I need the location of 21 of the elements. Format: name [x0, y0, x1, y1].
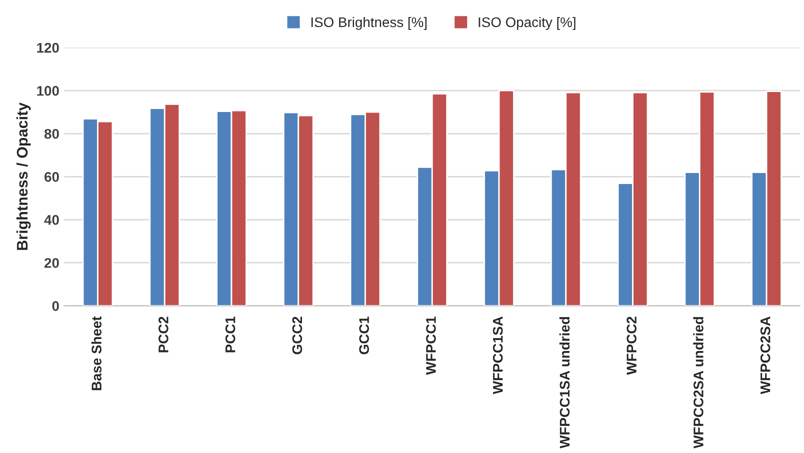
- y-tick-label: 100: [37, 86, 59, 96]
- y-tick-label: 80: [44, 128, 59, 139]
- y-tick-label: 40: [44, 215, 59, 225]
- legend-label: ISO Brightness [%]: [311, 16, 427, 30]
- y-tick-label: 120: [37, 42, 59, 53]
- x-tick-label: WFPCC1SA undried: [559, 317, 570, 448]
- x-tick-label: GCC2: [292, 316, 302, 354]
- x-tick-label: PCC1: [225, 316, 236, 352]
- x-tick-label: WFPCC2SA: [760, 316, 770, 394]
- x-tick-label: Base Sheet: [91, 316, 102, 390]
- y-tick-label: 20: [44, 258, 59, 268]
- legend-label: ISO Opacity [%]: [478, 16, 576, 30]
- x-tick-label: WFPCC1: [426, 316, 436, 375]
- x-tick-label: GCC1: [359, 316, 369, 354]
- x-tick-label: PCC2: [158, 316, 168, 352]
- y-tick-label: 60: [44, 172, 59, 182]
- x-tick-label: WFPCC2: [626, 316, 637, 375]
- y-axis-title: Brightness / Opacity: [16, 102, 31, 250]
- x-tick-label: WFPCC1SA: [492, 316, 503, 394]
- y-tick-label: 0: [52, 301, 59, 311]
- x-tick-label: WFPCC2SA undried: [693, 317, 704, 448]
